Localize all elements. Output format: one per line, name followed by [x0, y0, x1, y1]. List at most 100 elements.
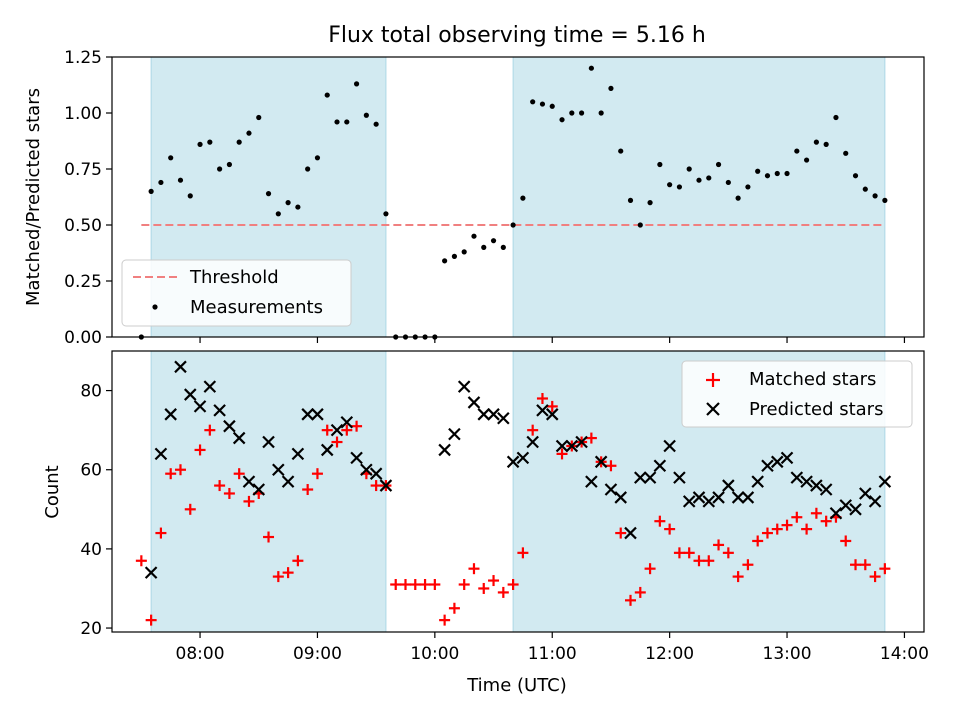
measurement-point	[539, 101, 546, 107]
measurement-point	[314, 155, 321, 161]
predicted-star-point	[624, 526, 637, 540]
measurement-point	[862, 186, 868, 192]
predicted-star-point	[164, 408, 177, 421]
matched-star-point	[429, 579, 441, 591]
measurement-point	[549, 103, 555, 109]
predicted-star-point	[585, 475, 598, 488]
measurement-point	[872, 193, 878, 199]
top-y-tick-label: 0.00	[64, 328, 102, 348]
predicted-star-point	[761, 459, 774, 473]
measurement-point	[882, 197, 888, 203]
matched-star-point	[791, 511, 803, 523]
predicted-star-point	[487, 408, 500, 421]
matched-star-point	[752, 535, 764, 547]
predicted-stars-points	[144, 360, 892, 579]
top-y-tick-label: 1.00	[64, 104, 102, 124]
top-y-tick-label: 0.75	[64, 160, 102, 180]
measurement-point	[657, 161, 663, 168]
matched-star-point	[536, 392, 548, 404]
measurement-point	[588, 65, 594, 71]
matched-star-point	[722, 547, 734, 559]
measurement-point	[755, 168, 761, 174]
bottom-axes-frame	[111, 350, 925, 633]
predicted-star-point	[144, 566, 158, 579]
matched-star-point	[556, 448, 568, 460]
matched-star-point	[341, 424, 353, 436]
predicted-star-point	[379, 479, 393, 492]
matched-star-point	[243, 495, 255, 507]
predicted-star-point	[526, 435, 539, 449]
top-axes-frame	[111, 56, 925, 338]
x-axis-label: Time (UTC)	[466, 675, 567, 696]
matched-star-point	[194, 444, 206, 456]
predicted-star-point	[497, 412, 510, 425]
predicted-star-point	[438, 443, 451, 457]
matched-star-point	[742, 559, 754, 571]
measurement-point	[246, 130, 252, 136]
measurement-point	[794, 148, 800, 154]
predicted-star-point	[653, 459, 667, 473]
measurement-point	[774, 170, 780, 177]
predicted-star-point	[673, 471, 686, 484]
matched-star-point	[488, 575, 500, 587]
matched-star-point	[683, 547, 695, 559]
measurement-point	[706, 175, 712, 181]
top-legend: Threshold Measurements	[121, 259, 352, 327]
matched-star-point	[517, 547, 529, 559]
predicted-star-point	[682, 495, 696, 508]
predicted-star-point	[506, 455, 520, 469]
x-tick-label: 11:00	[528, 644, 577, 664]
measurement-point	[236, 139, 242, 145]
measurement-point	[148, 188, 154, 194]
bottom-legend: Matched stars Predicted stars	[681, 360, 913, 428]
measurement-point	[217, 166, 223, 172]
predicted-star-point	[790, 471, 804, 484]
x-tick-label: 09:00	[293, 644, 342, 664]
measurement-point	[676, 184, 683, 190]
matched-star-point	[625, 594, 637, 606]
matched-star-point	[654, 515, 666, 527]
measurement-point	[363, 112, 369, 118]
measurement-point	[569, 110, 575, 116]
predicted-star-point	[213, 404, 226, 417]
predicted-star-point	[829, 506, 843, 520]
legend-measurements-swatch	[152, 304, 158, 310]
matched-star-point	[703, 555, 715, 567]
matched-star-point	[174, 464, 186, 476]
predicted-star-point	[203, 380, 217, 393]
top-y-tick-label: 0.50	[64, 216, 102, 236]
measurement-point	[559, 117, 565, 123]
measurement-point	[852, 173, 859, 179]
bottom-y-tick-label: 20	[80, 619, 102, 639]
predicted-star-point	[643, 471, 657, 484]
shaded-span-2	[512, 56, 886, 338]
legend-predicted-swatch	[706, 402, 720, 416]
measurement-point	[667, 182, 673, 188]
matched-star-point	[507, 579, 519, 591]
measurement-point	[490, 238, 497, 244]
matched-star-point	[605, 460, 617, 472]
measurement-point	[804, 157, 810, 163]
matched-star-point	[419, 579, 431, 591]
measurement-point	[578, 110, 585, 116]
predicted-star-point	[575, 435, 588, 449]
predicted-star-point	[174, 360, 187, 374]
shaded-span-1	[150, 350, 387, 633]
matched-star-point	[664, 523, 676, 535]
matched-star-point	[311, 468, 323, 480]
measurement-point	[823, 141, 829, 147]
matched-star-point	[732, 571, 744, 583]
bottom-legend-box	[681, 360, 913, 428]
bottom-y-ticks: 20 40 60 80	[80, 382, 112, 639]
measurement-point	[627, 197, 634, 203]
matched-star-point	[155, 527, 167, 539]
matched-star-point	[331, 436, 343, 448]
matched-star-point	[448, 602, 460, 614]
legend-matched-label: Matched stars	[749, 369, 876, 390]
predicted-star-point	[448, 427, 461, 441]
measurement-point	[745, 184, 751, 190]
matched-star-point	[761, 527, 773, 539]
top-shaded-spans	[150, 56, 886, 338]
measurement-point	[373, 121, 379, 127]
measurement-point	[696, 177, 702, 183]
